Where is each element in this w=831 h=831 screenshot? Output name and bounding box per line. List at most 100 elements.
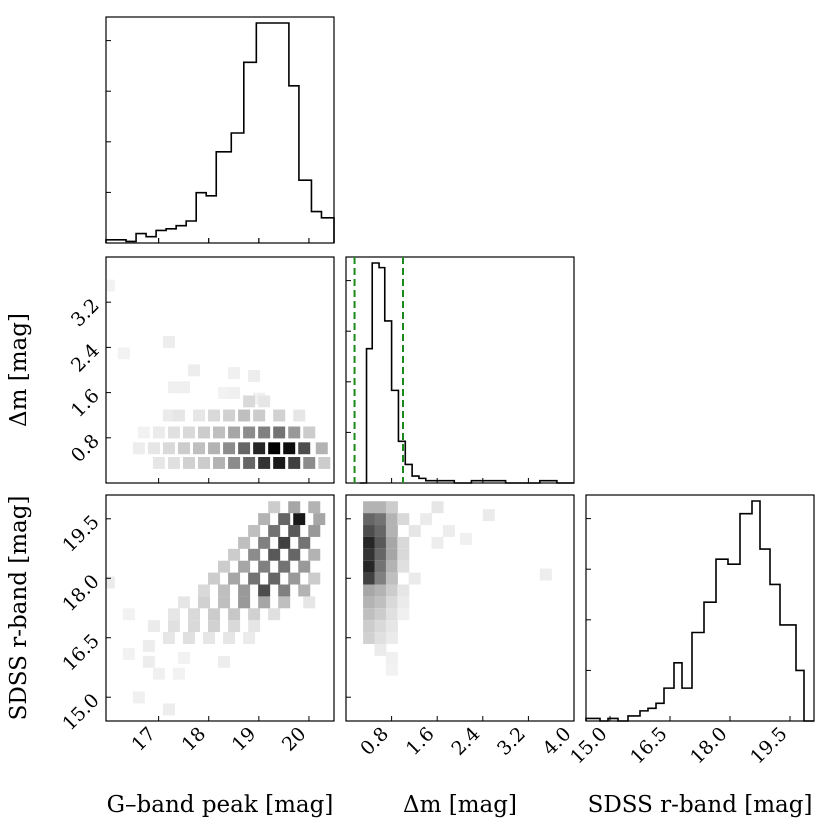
density-cell bbox=[152, 457, 165, 469]
density-cell bbox=[187, 608, 200, 621]
density-cell bbox=[167, 426, 180, 439]
density-cell bbox=[147, 620, 160, 633]
density-cell bbox=[363, 560, 376, 573]
x-tick-label: 2.4 bbox=[447, 723, 484, 760]
density-cell bbox=[152, 426, 165, 439]
g-vs-deltam-panel bbox=[105, 256, 335, 484]
density-cell bbox=[238, 584, 251, 597]
density-cell bbox=[248, 548, 261, 561]
density-cell bbox=[137, 426, 150, 439]
density-cell bbox=[152, 667, 165, 680]
density-cell bbox=[253, 442, 266, 455]
density-cell bbox=[213, 426, 226, 439]
density-cell bbox=[268, 548, 281, 561]
density-cell bbox=[182, 457, 195, 469]
density-cell bbox=[268, 442, 281, 455]
x-tick-label: 18.0 bbox=[686, 723, 731, 768]
g-vs-deltam-frame bbox=[105, 256, 335, 484]
density-cell bbox=[460, 532, 472, 545]
density-cell bbox=[288, 548, 301, 561]
density-cell bbox=[258, 560, 271, 573]
density-cell bbox=[385, 651, 398, 664]
density-cell bbox=[303, 426, 316, 439]
density-cell bbox=[228, 572, 241, 585]
density-cell bbox=[308, 572, 321, 585]
r-band-histogram-frame bbox=[585, 494, 815, 722]
g-vs-r-cells bbox=[106, 501, 326, 716]
density-cell bbox=[363, 596, 376, 609]
density-cell bbox=[218, 584, 231, 597]
density-cell bbox=[228, 457, 241, 469]
x-tick-label: 3.2 bbox=[493, 723, 530, 760]
density-cell bbox=[122, 608, 135, 621]
density-cell bbox=[288, 457, 301, 469]
g-vs-r-panel bbox=[105, 494, 335, 722]
density-cell bbox=[385, 596, 398, 609]
g-band-histogram-panel bbox=[105, 16, 335, 244]
density-cell bbox=[243, 632, 256, 644]
density-cell bbox=[248, 370, 261, 382]
x-tick-label: 19 bbox=[228, 723, 261, 756]
density-cell bbox=[374, 548, 387, 561]
density-cell bbox=[374, 572, 387, 585]
density-cell bbox=[203, 632, 216, 644]
density-cell bbox=[167, 620, 180, 633]
density-cell bbox=[228, 548, 241, 561]
y-tick-label: 3.2 bbox=[67, 294, 104, 331]
x-tick-label: 1.6 bbox=[402, 723, 439, 760]
density-cell bbox=[374, 620, 387, 633]
density-cell bbox=[142, 655, 155, 668]
density-cell bbox=[318, 457, 331, 469]
density-cell bbox=[182, 632, 195, 644]
density-cell bbox=[228, 367, 241, 380]
density-cell bbox=[258, 584, 271, 597]
r-band-histogram-step-line bbox=[585, 500, 814, 722]
density-cell bbox=[162, 409, 175, 422]
y-tick-label: 0.8 bbox=[67, 430, 104, 467]
delta-m-histogram-step-line bbox=[359, 262, 574, 484]
x-axis-label: Δm [mag] bbox=[403, 792, 517, 818]
density-cell bbox=[167, 457, 180, 469]
delta-m-histogram-frame bbox=[345, 256, 575, 484]
density-cell bbox=[162, 336, 175, 348]
x-tick-label: 15.0 bbox=[566, 723, 611, 768]
density-cell bbox=[363, 513, 376, 526]
density-cell bbox=[208, 442, 221, 455]
density-cell bbox=[223, 442, 236, 455]
deltam-vs-r-cells bbox=[363, 501, 552, 676]
density-cell bbox=[172, 409, 185, 422]
density-cell bbox=[363, 632, 376, 644]
g-band-histogram-frame bbox=[105, 16, 335, 244]
density-cell bbox=[187, 620, 200, 633]
density-cell bbox=[293, 409, 306, 422]
r-band-histogram-panel bbox=[585, 494, 815, 722]
density-cell bbox=[363, 536, 376, 549]
density-cell bbox=[167, 381, 180, 394]
x-tick-label: 17 bbox=[127, 723, 160, 756]
density-cell bbox=[273, 409, 286, 422]
density-cell bbox=[374, 536, 387, 549]
density-cell bbox=[431, 501, 444, 514]
g-vs-deltam-cells bbox=[106, 279, 331, 469]
density-cell bbox=[374, 608, 387, 621]
density-cell bbox=[162, 442, 175, 455]
density-cell bbox=[278, 536, 291, 549]
density-cell bbox=[258, 513, 271, 526]
density-cell bbox=[397, 584, 410, 597]
density-cell bbox=[273, 426, 286, 439]
density-cell bbox=[258, 536, 271, 549]
y-tick-label: 18.0 bbox=[58, 570, 103, 615]
y-axis-label: Δm [mag] bbox=[6, 313, 32, 427]
density-cell bbox=[106, 279, 115, 292]
density-cell bbox=[363, 548, 376, 561]
density-cell bbox=[182, 426, 195, 439]
density-cell bbox=[397, 560, 410, 573]
density-cell bbox=[238, 560, 251, 573]
density-cell bbox=[243, 457, 256, 469]
density-cell bbox=[308, 501, 321, 514]
density-cell bbox=[298, 584, 311, 597]
density-cell bbox=[198, 584, 211, 597]
density-cell bbox=[278, 584, 291, 597]
density-cell bbox=[363, 501, 376, 514]
